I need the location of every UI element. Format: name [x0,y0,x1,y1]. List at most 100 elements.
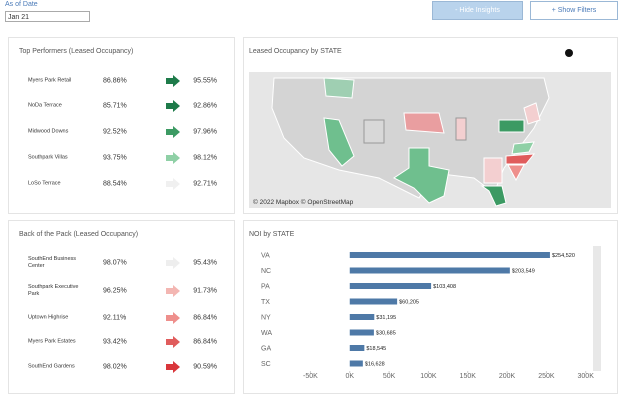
prior-occupancy: 96.25% [103,287,127,295]
arrow [166,126,180,138]
date-label: As of Date [5,1,38,8]
state [480,185,507,207]
state [363,119,385,144]
x-tick-label: 200K [499,373,516,380]
panel-title: Top Performers (Leased Occupancy) [19,48,134,55]
x-tick-label: 150K [460,373,477,380]
property-name: NoDa Terrace [28,102,62,109]
value-label: $18,545 [366,346,386,352]
category-label: PA [261,284,270,291]
prior-occupancy: 93.42% [103,338,127,346]
arrow-icon [166,312,180,324]
prior-occupancy: 92.52% [103,128,127,136]
state [483,157,503,184]
noi-panel: NOI by STATE -50K 0K 50K 100K 150K 200K 250K 30… [243,220,618,394]
property-name: Uptown Highrise [28,314,69,321]
current-occupancy: 92.71% [193,180,217,188]
prior-occupancy: 98.07% [103,259,127,267]
prior-occupancy: 86.86% [103,77,127,85]
current-occupancy: 95.55% [193,77,217,85]
bar [349,298,398,305]
arrow [166,100,180,112]
category-label: NC [261,268,271,275]
x-tick-label: 0K [345,373,354,380]
map-attribution: © 2022 Mapbox © OpenStreetMap [253,198,354,206]
prior-occupancy: 88.54% [103,180,127,188]
date-input[interactable]: Jan 21 [5,11,90,22]
current-occupancy: 92.86% [193,102,217,110]
arrow-icon [166,361,180,373]
current-occupancy: 91.73% [193,287,217,295]
x-tick-label: 100K [420,373,437,380]
current-occupancy: 97.96% [193,128,217,136]
map-panel: Leased Occupancy by STATE © 2022 Mapbox … [243,37,618,214]
state [498,119,525,133]
download-icon[interactable] [565,49,573,57]
value-label: $31,195 [376,315,396,321]
prior-occupancy: 92.11% [103,314,127,322]
property-name: Southpark Villas [28,154,68,161]
arrow [166,285,180,297]
state [323,77,355,99]
bar [349,360,363,367]
category-label: GA [261,346,271,353]
category-label: TX [261,299,270,306]
panel-title: Leased Occupancy by STATE [249,48,342,55]
bar [349,252,550,258]
category-label: SC [261,361,271,368]
current-occupancy: 90.59% [193,363,217,371]
panel-title: Back of the Pack (Leased Occupancy) [19,231,139,238]
arrow-icon [166,285,180,297]
value-label: $254,520 [552,253,575,259]
arrow-icon [166,100,180,112]
arrow-icon [166,257,180,269]
bar [349,314,375,320]
arrow [166,336,180,348]
back-of-pack-panel: Back of the Pack (Leased Occupancy) Sout… [8,220,235,394]
value-label: $30,685 [376,331,396,337]
prior-occupancy: 85.71% [103,102,127,110]
show-filters-button[interactable]: + Show Filters [530,1,618,20]
arrow [166,152,180,164]
arrow-icon [166,126,180,138]
state [507,164,525,182]
current-occupancy: 98.12% [193,154,217,162]
value-label: $16,628 [365,362,385,368]
value-label: $60,205 [399,300,419,306]
prior-occupancy: 93.75% [103,154,127,162]
category-label: WA [261,330,272,337]
state [455,117,467,141]
arrow-icon [166,336,180,348]
current-occupancy: 86.84% [193,314,217,322]
value-label: $103,408 [433,284,456,290]
x-tick-label: 250K [538,373,555,380]
current-occupancy: 86.84% [193,338,217,346]
state [523,102,541,125]
bar [349,345,365,351]
property-name: Myers Park Retail [28,77,72,84]
arrow [166,257,180,269]
bar [349,267,510,274]
top-performers-panel: Top Performers (Leased Occupancy) Myers … [8,37,235,214]
hide-insights-button[interactable]: - Hide Insights [432,1,523,20]
state [505,153,536,165]
bar [349,283,432,289]
state [403,112,445,134]
state [323,117,355,167]
x-tick-label: 50K [383,373,396,380]
x-tick-label: -50K [303,373,318,380]
property-name: SouthEnd Business Center [28,256,77,269]
arrow-icon [166,152,180,164]
panel-title: NOI by STATE [249,231,295,238]
property-name: Midwood Downs [28,128,69,135]
arrow [166,178,180,190]
bar [349,329,374,336]
property-name: Southpark Executive Park [28,284,79,297]
current-occupancy: 95.43% [193,259,217,267]
arrow [166,361,180,373]
property-name: SouthEnd Gardens [28,363,75,370]
scrollbar[interactable] [593,246,601,371]
map: © 2022 Mapbox © OpenStreetMap [249,49,611,208]
property-name: Myers Park Estates [28,338,76,345]
